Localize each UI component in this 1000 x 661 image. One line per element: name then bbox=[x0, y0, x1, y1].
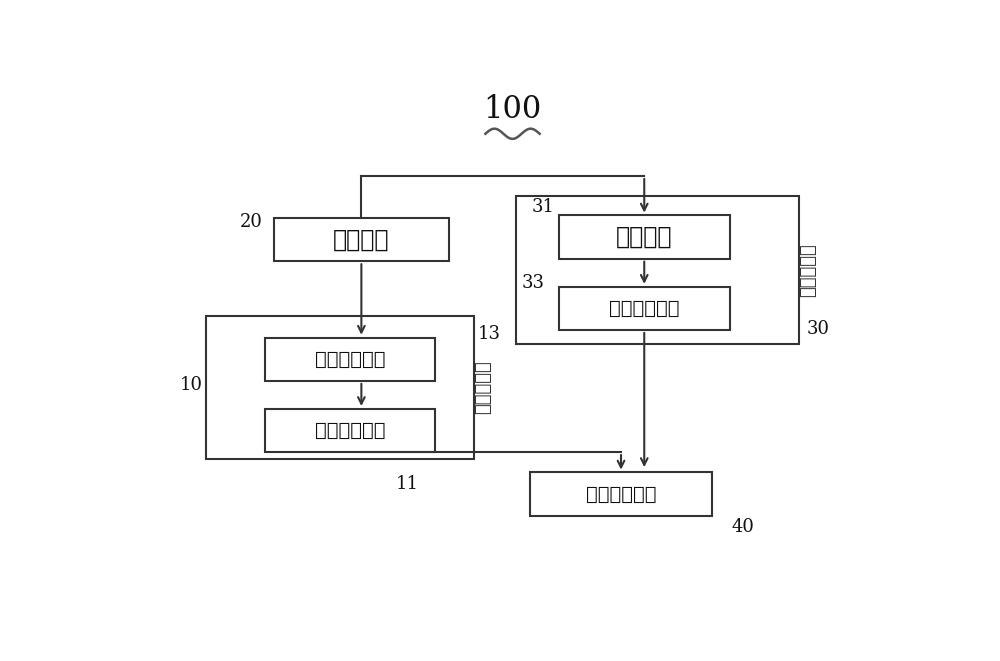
Bar bbox=[559, 287, 730, 330]
Text: 10: 10 bbox=[179, 375, 202, 394]
Text: 30: 30 bbox=[807, 320, 830, 338]
Text: 前处理模块: 前处理模块 bbox=[474, 360, 492, 414]
Text: 40: 40 bbox=[731, 518, 754, 536]
Bar bbox=[516, 196, 799, 344]
Bar bbox=[264, 338, 435, 381]
Text: 数据组织单元: 数据组织单元 bbox=[314, 350, 385, 369]
Text: 11: 11 bbox=[396, 475, 419, 493]
Text: 后处理模块: 后处理模块 bbox=[800, 243, 818, 297]
Text: 合并单元: 合并单元 bbox=[616, 225, 672, 249]
Text: 100: 100 bbox=[483, 95, 542, 126]
Bar bbox=[274, 218, 449, 261]
Text: 20: 20 bbox=[240, 213, 263, 231]
Text: 范围确定单元: 范围确定单元 bbox=[609, 299, 680, 318]
Text: 分类模块: 分类模块 bbox=[333, 227, 390, 252]
Text: 33: 33 bbox=[522, 274, 545, 292]
Text: 规则推理模块: 规则推理模块 bbox=[586, 485, 656, 504]
Bar bbox=[559, 215, 730, 258]
Text: 基线替换单元: 基线替换单元 bbox=[314, 421, 385, 440]
Text: 31: 31 bbox=[532, 198, 555, 215]
Bar bbox=[530, 473, 712, 516]
Text: 13: 13 bbox=[478, 325, 501, 343]
Bar bbox=[264, 409, 435, 452]
Bar bbox=[206, 316, 474, 459]
